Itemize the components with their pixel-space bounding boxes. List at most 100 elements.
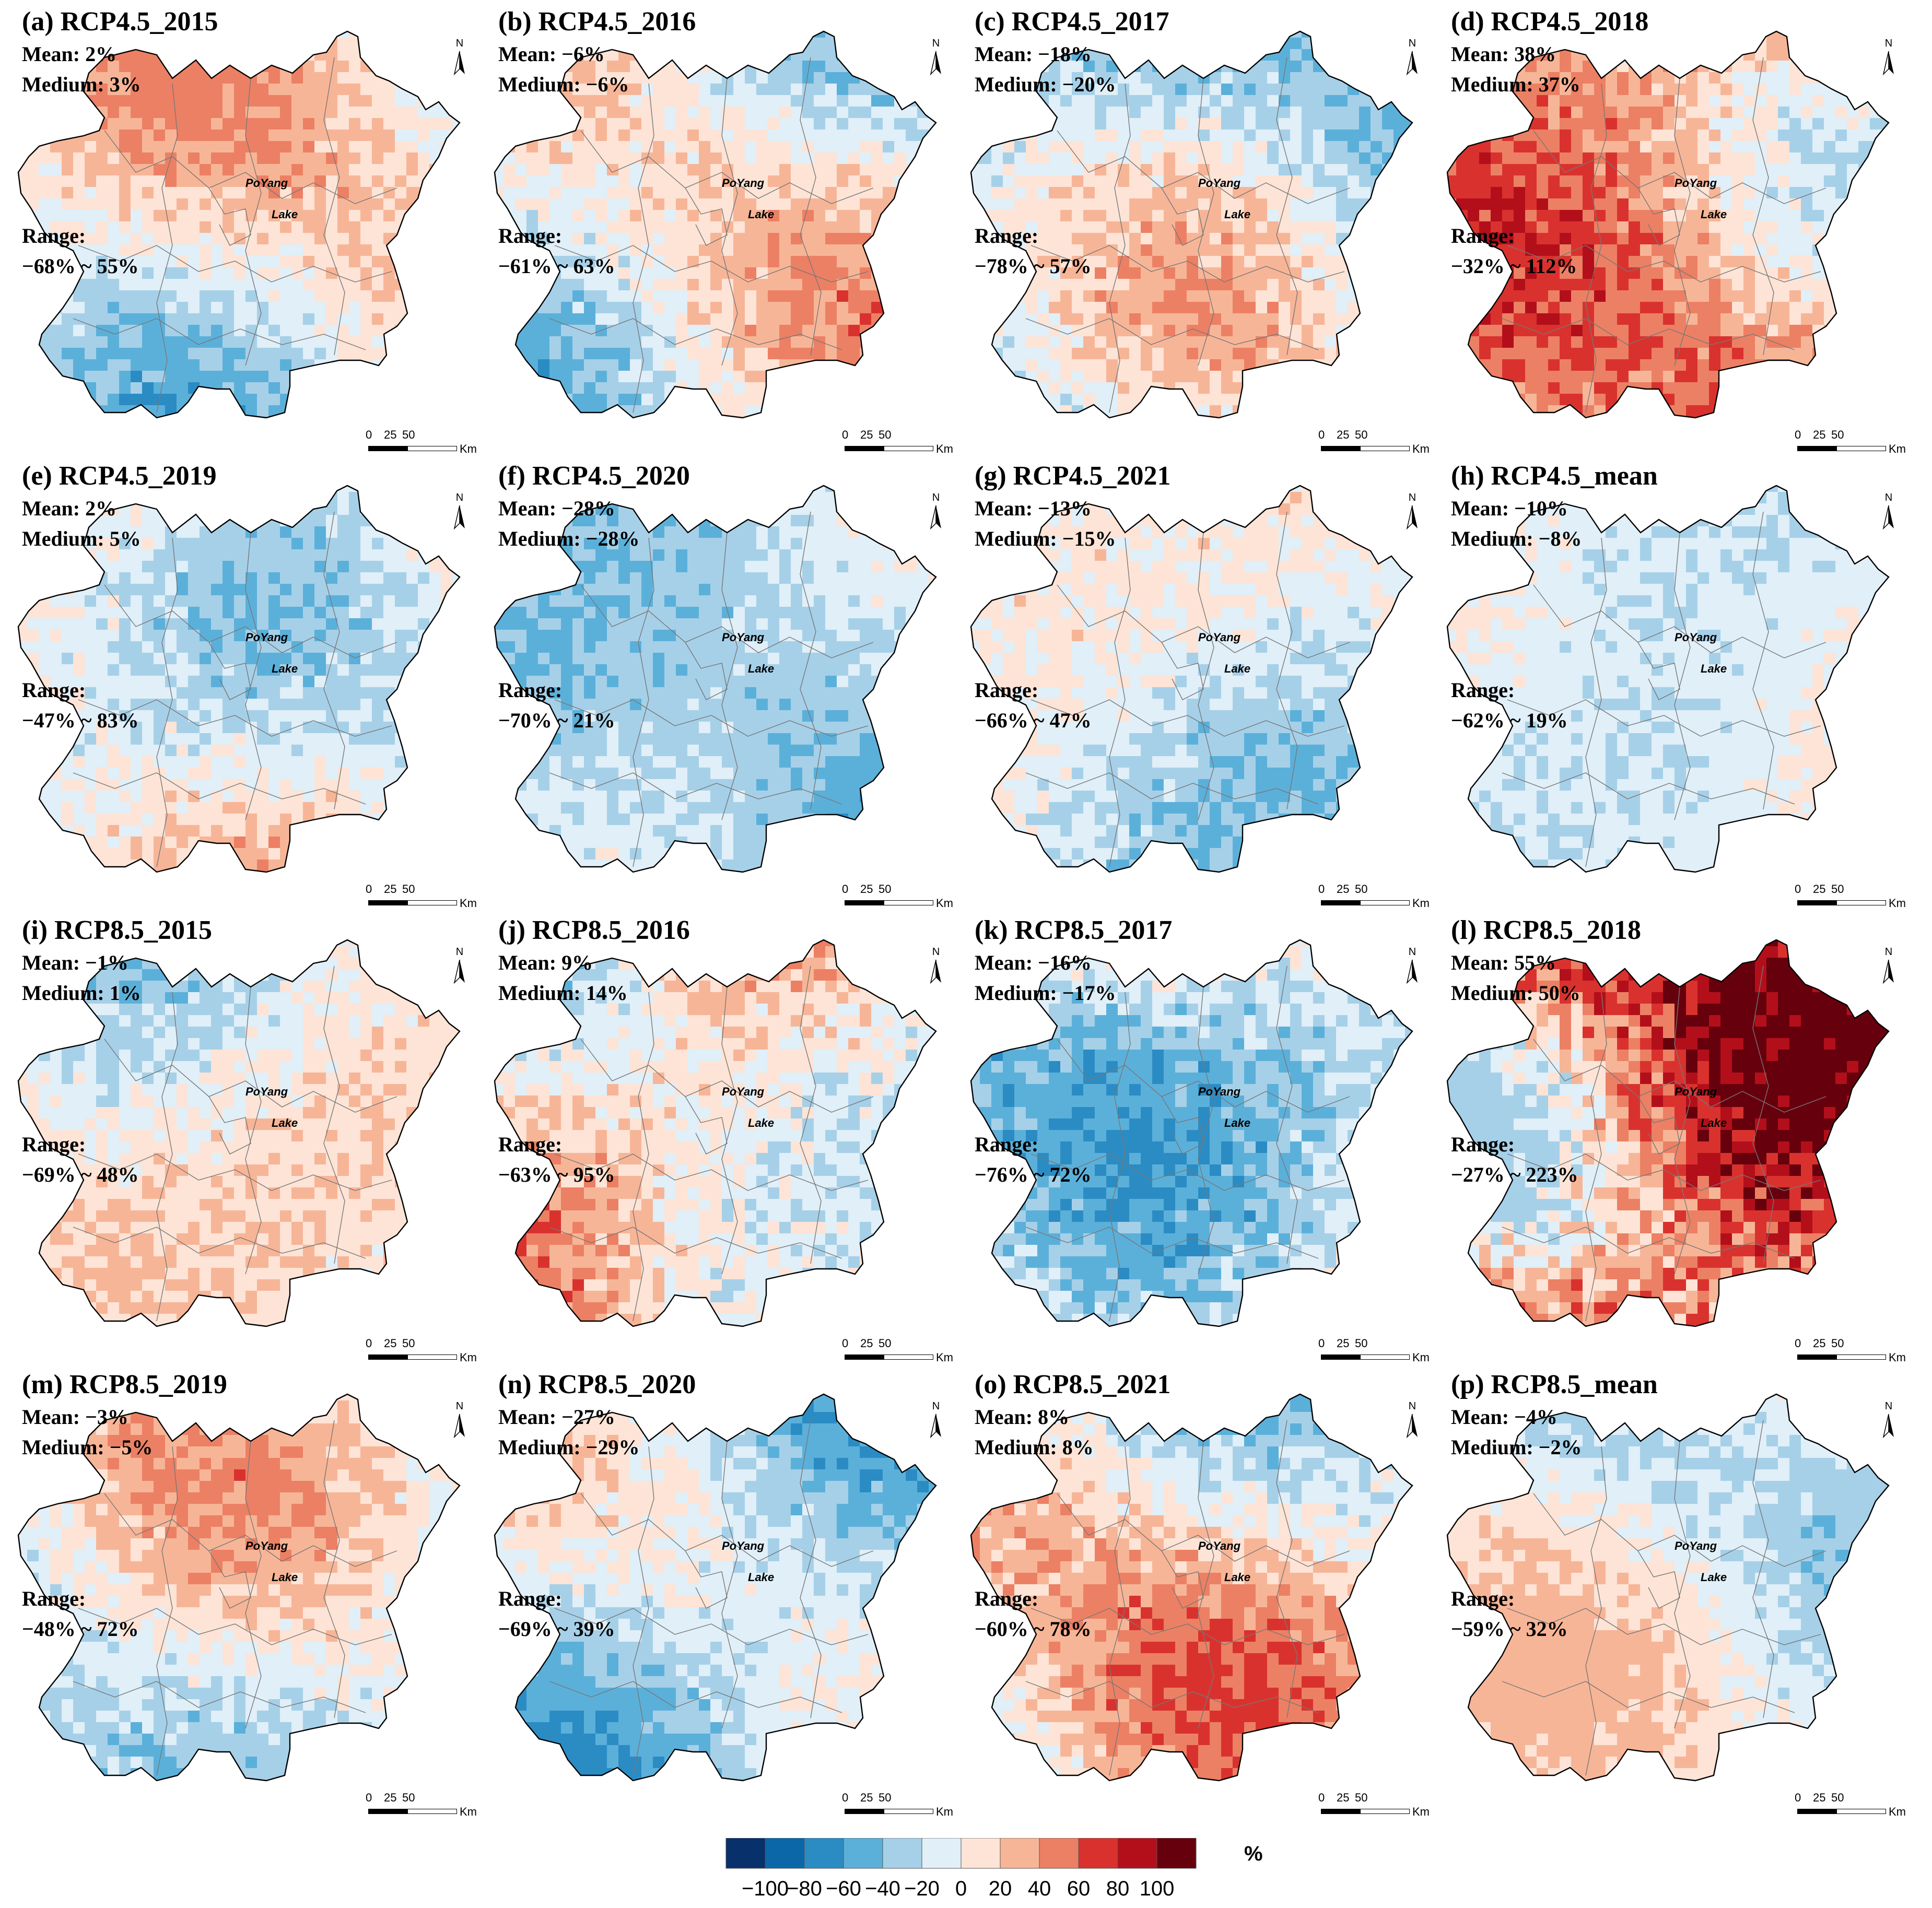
lake-name-line1: PoYang bbox=[722, 1085, 764, 1099]
range-value: −62% ~ 19% bbox=[1451, 708, 1568, 733]
scale-bar: 0 25 50 Km bbox=[1795, 1791, 1906, 1818]
panel-title: (h) RCP4.5_mean bbox=[1451, 461, 1658, 491]
median-value: Medium: −29% bbox=[498, 1435, 640, 1459]
range-label: Range: bbox=[498, 1132, 562, 1157]
scale-bar: 0 25 50 Km bbox=[1318, 882, 1430, 910]
median-value: Medium: −8% bbox=[1451, 526, 1582, 551]
lake-name-line2: Lake bbox=[748, 662, 774, 676]
range-value: −70% ~ 21% bbox=[498, 708, 615, 733]
lake-name-line1: PoYang bbox=[722, 631, 764, 644]
map-panel-f: (f) RCP4.5_2020 Mean: −28% Medium: −28% Ran… bbox=[476, 454, 953, 910]
range-value: −32% ~ 112% bbox=[1451, 254, 1577, 278]
panel-title: (k) RCP8.5_2017 bbox=[975, 915, 1172, 946]
range-value: −69% ~ 48% bbox=[22, 1162, 139, 1187]
legend-unit: % bbox=[1244, 1842, 1263, 1866]
legend-tick-label: 0 bbox=[955, 1877, 967, 1901]
range-value: −68% ~ 55% bbox=[22, 254, 139, 278]
scale-bar: 0 25 50 Km bbox=[842, 882, 953, 910]
scale-tick: 50 bbox=[402, 882, 415, 896]
map-panel-a: (a) RCP4.5_2015 Mean: 2% Medium: 3% Range: −… bbox=[0, 0, 477, 455]
scale-tick: 25 bbox=[1337, 1791, 1349, 1805]
range-label: Range: bbox=[975, 223, 1038, 248]
scale-tick: 50 bbox=[1831, 1791, 1844, 1805]
lake-name-line2: Lake bbox=[272, 1116, 298, 1130]
range-value: −60% ~ 78% bbox=[975, 1617, 1092, 1641]
scale-bar: 0 25 50 Km bbox=[366, 428, 477, 455]
scale-segment-black bbox=[845, 1809, 884, 1814]
scale-unit: Km bbox=[936, 1351, 953, 1364]
scale-tick: 0 bbox=[1795, 1337, 1801, 1350]
lake-name-line1: PoYang bbox=[1198, 1539, 1240, 1553]
scale-bar: 0 25 50 Km bbox=[842, 1337, 953, 1364]
north-arrow-icon: N bbox=[1402, 1400, 1423, 1439]
panel-title: (i) RCP8.5_2015 bbox=[22, 915, 212, 946]
scale-segment-black bbox=[368, 446, 407, 451]
scale-segment-black bbox=[1321, 446, 1360, 451]
north-letter: N bbox=[449, 38, 470, 50]
scale-tick: 0 bbox=[1795, 1791, 1801, 1805]
scale-tick: 0 bbox=[1795, 428, 1801, 442]
legend-tick-label: −60 bbox=[826, 1877, 861, 1901]
mean-value: Mean: 2% bbox=[22, 42, 116, 66]
north-letter: N bbox=[1878, 946, 1899, 958]
lake-name-line2: Lake bbox=[1701, 662, 1727, 676]
median-value: Medium: 8% bbox=[975, 1435, 1094, 1459]
legend-swatch bbox=[1039, 1838, 1079, 1869]
scale-segment-white bbox=[1836, 900, 1886, 905]
scale-bar: 0 25 50 Km bbox=[366, 1791, 477, 1818]
scale-unit: Km bbox=[936, 897, 953, 910]
scale-bar: 0 25 50 Km bbox=[842, 428, 953, 455]
scale-segment-black bbox=[1321, 900, 1360, 905]
mean-value: Mean: 38% bbox=[1451, 42, 1556, 66]
lake-name-line1: PoYang bbox=[1675, 176, 1717, 190]
lake-name-line1: PoYang bbox=[245, 1539, 288, 1553]
scale-unit: Km bbox=[1889, 897, 1906, 910]
north-arrow-icon: N bbox=[449, 38, 470, 76]
map-panel-d: (d) RCP4.5_2018 Mean: 38% Medium: 37% Range… bbox=[1429, 0, 1906, 455]
lake-name-line2: Lake bbox=[1701, 1571, 1727, 1584]
legend-tick-label: −20 bbox=[904, 1877, 940, 1901]
scale-bar: 0 25 50 Km bbox=[1795, 1337, 1906, 1364]
range-value: −61% ~ 63% bbox=[498, 254, 615, 278]
range-label: Range: bbox=[1451, 1586, 1515, 1611]
north-arrow-icon: N bbox=[1878, 38, 1899, 76]
lake-name-line1: PoYang bbox=[722, 1539, 764, 1553]
range-label: Range: bbox=[498, 1586, 562, 1611]
scale-tick: 50 bbox=[1355, 1791, 1367, 1805]
range-label: Range: bbox=[975, 678, 1038, 702]
scale-tick: 0 bbox=[842, 882, 848, 896]
scale-segment-white bbox=[1836, 1355, 1886, 1360]
scale-segment-black bbox=[368, 1355, 407, 1360]
panel-title: (d) RCP4.5_2018 bbox=[1451, 6, 1648, 37]
range-value: −78% ~ 57% bbox=[975, 254, 1092, 278]
scale-segment-white bbox=[884, 446, 933, 451]
map-raster-h bbox=[1446, 485, 1890, 873]
north-letter: N bbox=[449, 946, 470, 958]
scale-bar: 0 25 50 Km bbox=[1318, 1337, 1430, 1364]
north-letter: N bbox=[1878, 1400, 1899, 1412]
scale-tick: 25 bbox=[384, 1337, 396, 1350]
legend-swatch bbox=[1117, 1838, 1157, 1869]
mean-value: Mean: 8% bbox=[975, 1405, 1069, 1429]
map-panel-g: (g) RCP4.5_2021 Mean: −13% Medium: −15% Ran… bbox=[953, 454, 1430, 910]
median-value: Medium: 14% bbox=[498, 981, 628, 1005]
mean-value: Mean: 55% bbox=[1451, 950, 1556, 975]
legend-tick-label: −80 bbox=[787, 1877, 822, 1901]
scale-tick: 50 bbox=[402, 1337, 415, 1350]
lake-name-line1: PoYang bbox=[1198, 1085, 1240, 1099]
panel-title: (c) RCP4.5_2017 bbox=[975, 6, 1169, 37]
scale-tick: 0 bbox=[1795, 882, 1801, 896]
scale-tick: 25 bbox=[1813, 882, 1825, 896]
legend-colorbar bbox=[725, 1838, 1197, 1869]
scale-segment-white bbox=[1360, 1809, 1410, 1814]
scale-unit: Km bbox=[1412, 897, 1430, 910]
scale-unit: Km bbox=[460, 897, 477, 910]
panel-title: (e) RCP4.5_2019 bbox=[22, 461, 217, 491]
north-letter: N bbox=[926, 492, 946, 504]
color-legend: % −100 −80 −60 −40 −20 0 20 40 60 80 100 bbox=[716, 1838, 1290, 1901]
panel-title: (n) RCP8.5_2020 bbox=[498, 1369, 696, 1400]
north-letter: N bbox=[1402, 38, 1423, 50]
range-label: Range: bbox=[498, 223, 562, 248]
panel-title: (m) RCP8.5_2019 bbox=[22, 1369, 227, 1400]
scale-tick: 0 bbox=[366, 1791, 372, 1805]
